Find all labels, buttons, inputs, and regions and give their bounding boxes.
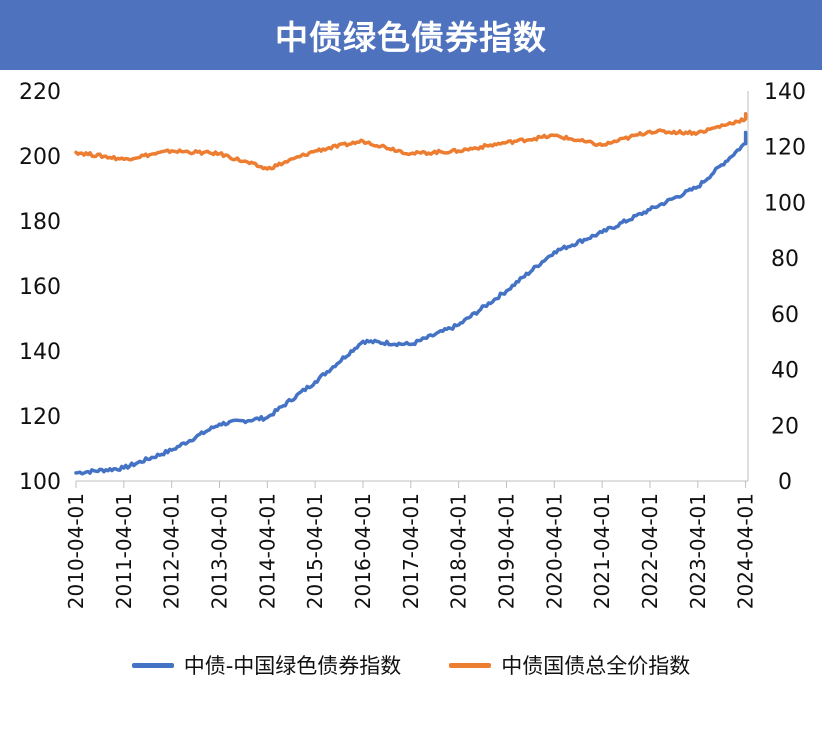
- right-y-tick-label: 0: [778, 470, 792, 495]
- x-tick-label: 2013-04-01: [207, 493, 231, 609]
- x-tick-label: 2010-04-01: [64, 493, 88, 609]
- legend-label-treasury: 中债国债总全价指数: [501, 654, 691, 678]
- legend-swatch-green-bond: [131, 662, 174, 668]
- x-tick-label: 2022-04-01: [638, 493, 662, 609]
- legend-label-green-bond: 中债-中国绿色债券指数: [183, 654, 402, 678]
- series-line-green-bond: [74, 130, 748, 476]
- chart-title: 中债绿色债券指数: [275, 18, 547, 57]
- right-axis-ticks: 0 20 40 60 80 100 120 140: [747, 80, 806, 495]
- legend: 中债-中国绿色债券指数 中债国债总全价指数: [0, 650, 822, 680]
- left-y-tick-label: 140: [19, 340, 61, 365]
- x-tick-label: 2015-04-01: [303, 493, 327, 609]
- right-y-tick-label: 40: [771, 359, 799, 384]
- left-y-tick-label: 160: [19, 275, 61, 300]
- left-y-tick-label: 100: [19, 470, 61, 495]
- x-tick-label: 2012-04-01: [160, 493, 184, 609]
- legend-item-treasury: 中债国债总全价指数: [449, 650, 690, 680]
- x-tick-label: 2023-04-01: [686, 493, 710, 609]
- right-y-tick-label: 80: [771, 247, 799, 272]
- x-tick-label: 2017-04-01: [399, 493, 423, 609]
- x-tick-label: 2018-04-01: [447, 493, 471, 609]
- chart-title-bar: 中债绿色债券指数: [0, 0, 822, 70]
- left-y-tick-label: 180: [19, 210, 61, 235]
- x-tick-label: 2024-04-01: [734, 493, 758, 609]
- x-tick-label: 2016-04-01: [351, 493, 375, 609]
- left-y-tick-label: 200: [19, 145, 61, 170]
- left-y-tick-label: 220: [19, 80, 61, 105]
- series-lines: [74, 111, 748, 476]
- legend-item-green-bond: 中债-中国绿色债券指数: [131, 650, 402, 680]
- series-line-treasury: [74, 111, 748, 171]
- x-tick-label: 2011-04-01: [112, 493, 136, 609]
- right-y-tick-label: 100: [764, 191, 806, 216]
- x-tick-label: 2019-04-01: [494, 493, 518, 609]
- right-y-tick-label: 60: [771, 303, 799, 328]
- x-axis: 2010-04-01 2011-04-01 2012-04-01 2013-04-01…: [64, 480, 758, 609]
- x-tick-label: 2014-04-01: [255, 493, 279, 609]
- x-tick-label: 2021-04-01: [590, 493, 614, 609]
- legend-swatch-treasury: [449, 662, 492, 668]
- line-chart: 100 120 140 160 180 200 220 0 20 40 60 80 100 120 140…: [19, 80, 806, 609]
- right-y-tick-label: 20: [771, 414, 799, 439]
- left-y-tick-label: 120: [19, 405, 61, 430]
- left-axis-ticks: 100 120 140 160 180 200 220: [19, 80, 61, 495]
- right-y-tick-label: 120: [764, 136, 806, 161]
- x-tick-label: 2020-04-01: [542, 493, 566, 609]
- right-y-tick-label: 140: [764, 80, 806, 105]
